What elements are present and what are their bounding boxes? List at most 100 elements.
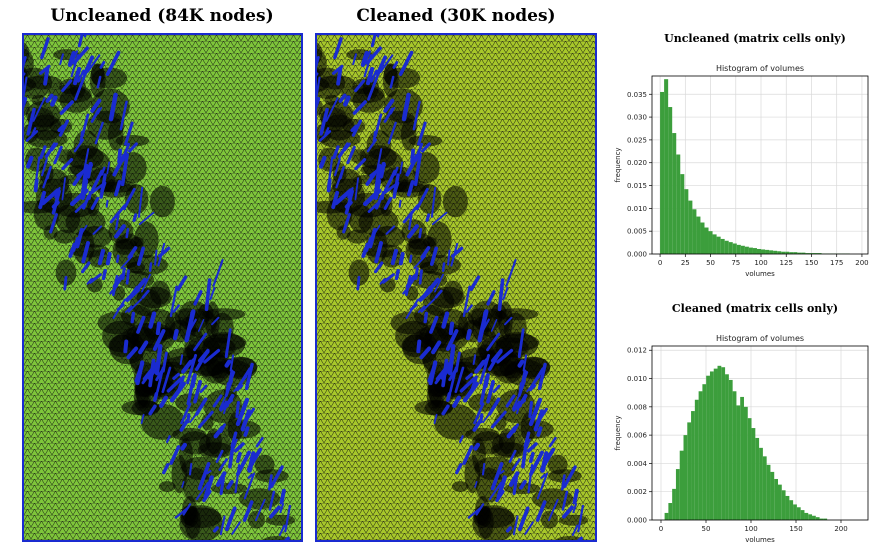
histogram-bar [778, 485, 782, 520]
histogram-bar [665, 513, 669, 520]
histogram-bar [741, 246, 745, 254]
x-tick-label: 25 [681, 259, 690, 267]
histogram-bar [660, 92, 664, 254]
histogram-bar [745, 247, 749, 254]
x-tick-label: 175 [830, 259, 843, 267]
histogram-bar [763, 456, 767, 520]
histogram-bar [680, 451, 684, 520]
histogram-bar [752, 428, 756, 520]
histogram-bar [704, 228, 708, 254]
histogram-bar [725, 374, 729, 520]
histogram-bar [765, 250, 769, 254]
histogram-bar [808, 514, 812, 520]
x-tick-label: 100 [744, 525, 757, 533]
histogram-bar [729, 380, 733, 520]
y-tick-label: 0.004 [627, 460, 648, 468]
histogram-bar [757, 249, 761, 254]
histogram-bar [797, 507, 801, 520]
histogram-bar [687, 422, 691, 520]
histogram-bar [676, 469, 680, 520]
histogram-bar [767, 465, 771, 520]
histogram-bar [710, 371, 714, 520]
histogram-bar [725, 241, 729, 254]
histogram-bar [729, 242, 733, 254]
mesh-image-uncleaned [22, 33, 303, 542]
histogram-bar [789, 500, 793, 520]
histogram-bar [777, 251, 781, 254]
histogram-bar [793, 504, 797, 520]
histogram-bar [769, 250, 773, 254]
y-tick-label: 0.005 [627, 228, 647, 236]
x-axis-label: volumes [745, 270, 775, 278]
histogram-bar [696, 217, 700, 254]
y-tick-label: 0.015 [627, 182, 647, 190]
histogram-bar [733, 244, 737, 255]
histogram-bar [773, 251, 777, 254]
histogram-bar [812, 516, 816, 520]
y-tick-label: 0.000 [627, 517, 647, 525]
histogram-bar [782, 490, 786, 520]
histogram-bar [736, 405, 740, 520]
x-tick-label: 150 [789, 525, 802, 533]
histogram-bar [804, 513, 808, 520]
x-tick-label: 50 [706, 259, 715, 267]
y-tick-label: 0.030 [627, 114, 647, 122]
x-tick-label: 200 [834, 525, 847, 533]
y-tick-label: 0.008 [627, 403, 647, 411]
y-axis-label: frequency [614, 147, 622, 182]
histogram-bar [709, 231, 713, 254]
histogram-bar [774, 479, 778, 520]
histogram-bar [684, 189, 688, 254]
y-tick-label: 0.000 [627, 251, 647, 259]
histogram-bar [770, 472, 774, 520]
y-tick-label: 0.012 [627, 347, 647, 355]
histogram-bar [755, 438, 759, 520]
histogram-bar [688, 201, 692, 254]
histogram-bar [706, 376, 710, 520]
histogram-bar [733, 391, 737, 520]
histogram-bar [713, 234, 717, 254]
histogram-bar [721, 239, 725, 254]
histogram-bar [680, 174, 684, 254]
x-tick-label: 100 [754, 259, 767, 267]
x-tick-label: 150 [805, 259, 818, 267]
histogram-heading-cleaned: Cleaned (matrix cells only) [640, 302, 870, 315]
histogram-bar [668, 107, 672, 254]
histogram-heading-uncleaned: Uncleaned (matrix cells only) [640, 32, 870, 45]
histogram-bar [691, 411, 695, 520]
chart-title: Histogram of volumes [716, 334, 804, 343]
histogram-bar [816, 517, 820, 520]
histogram-bar [714, 369, 718, 520]
histogram-bar [684, 435, 688, 520]
y-tick-label: 0.025 [627, 136, 647, 144]
y-tick-label: 0.006 [627, 432, 648, 440]
x-tick-label: 75 [731, 259, 740, 267]
histogram-bar [721, 367, 725, 520]
histogram-bar [702, 384, 706, 520]
histogram-bar [664, 79, 668, 254]
histogram-bar [692, 209, 696, 254]
mesh-image-cleaned [315, 33, 597, 542]
y-tick-label: 0.020 [627, 159, 647, 167]
x-axis-label: volumes [745, 536, 775, 544]
histogram-bar [672, 133, 676, 254]
y-tick-label: 0.035 [627, 91, 647, 99]
x-tick-label: 50 [702, 525, 711, 533]
histogram-bar [668, 503, 672, 520]
y-axis-label: frequency [614, 415, 622, 450]
histogram-bar [718, 366, 722, 520]
y-tick-label: 0.010 [627, 375, 647, 383]
histogram-bar [672, 489, 676, 520]
histogram-bar [744, 407, 748, 520]
x-tick-label: 125 [780, 259, 793, 267]
histogram-bar [753, 248, 757, 254]
histogram-bar [699, 391, 703, 520]
histogram-bar [801, 510, 805, 520]
mesh-title-cleaned: Cleaned (30K nodes) [316, 6, 596, 26]
mesh-title-uncleaned: Uncleaned (84K nodes) [22, 6, 302, 26]
histogram-bar [761, 249, 765, 254]
x-tick-label: 0 [658, 259, 662, 267]
y-tick-label: 0.010 [627, 205, 647, 213]
histogram-bar [748, 418, 752, 520]
